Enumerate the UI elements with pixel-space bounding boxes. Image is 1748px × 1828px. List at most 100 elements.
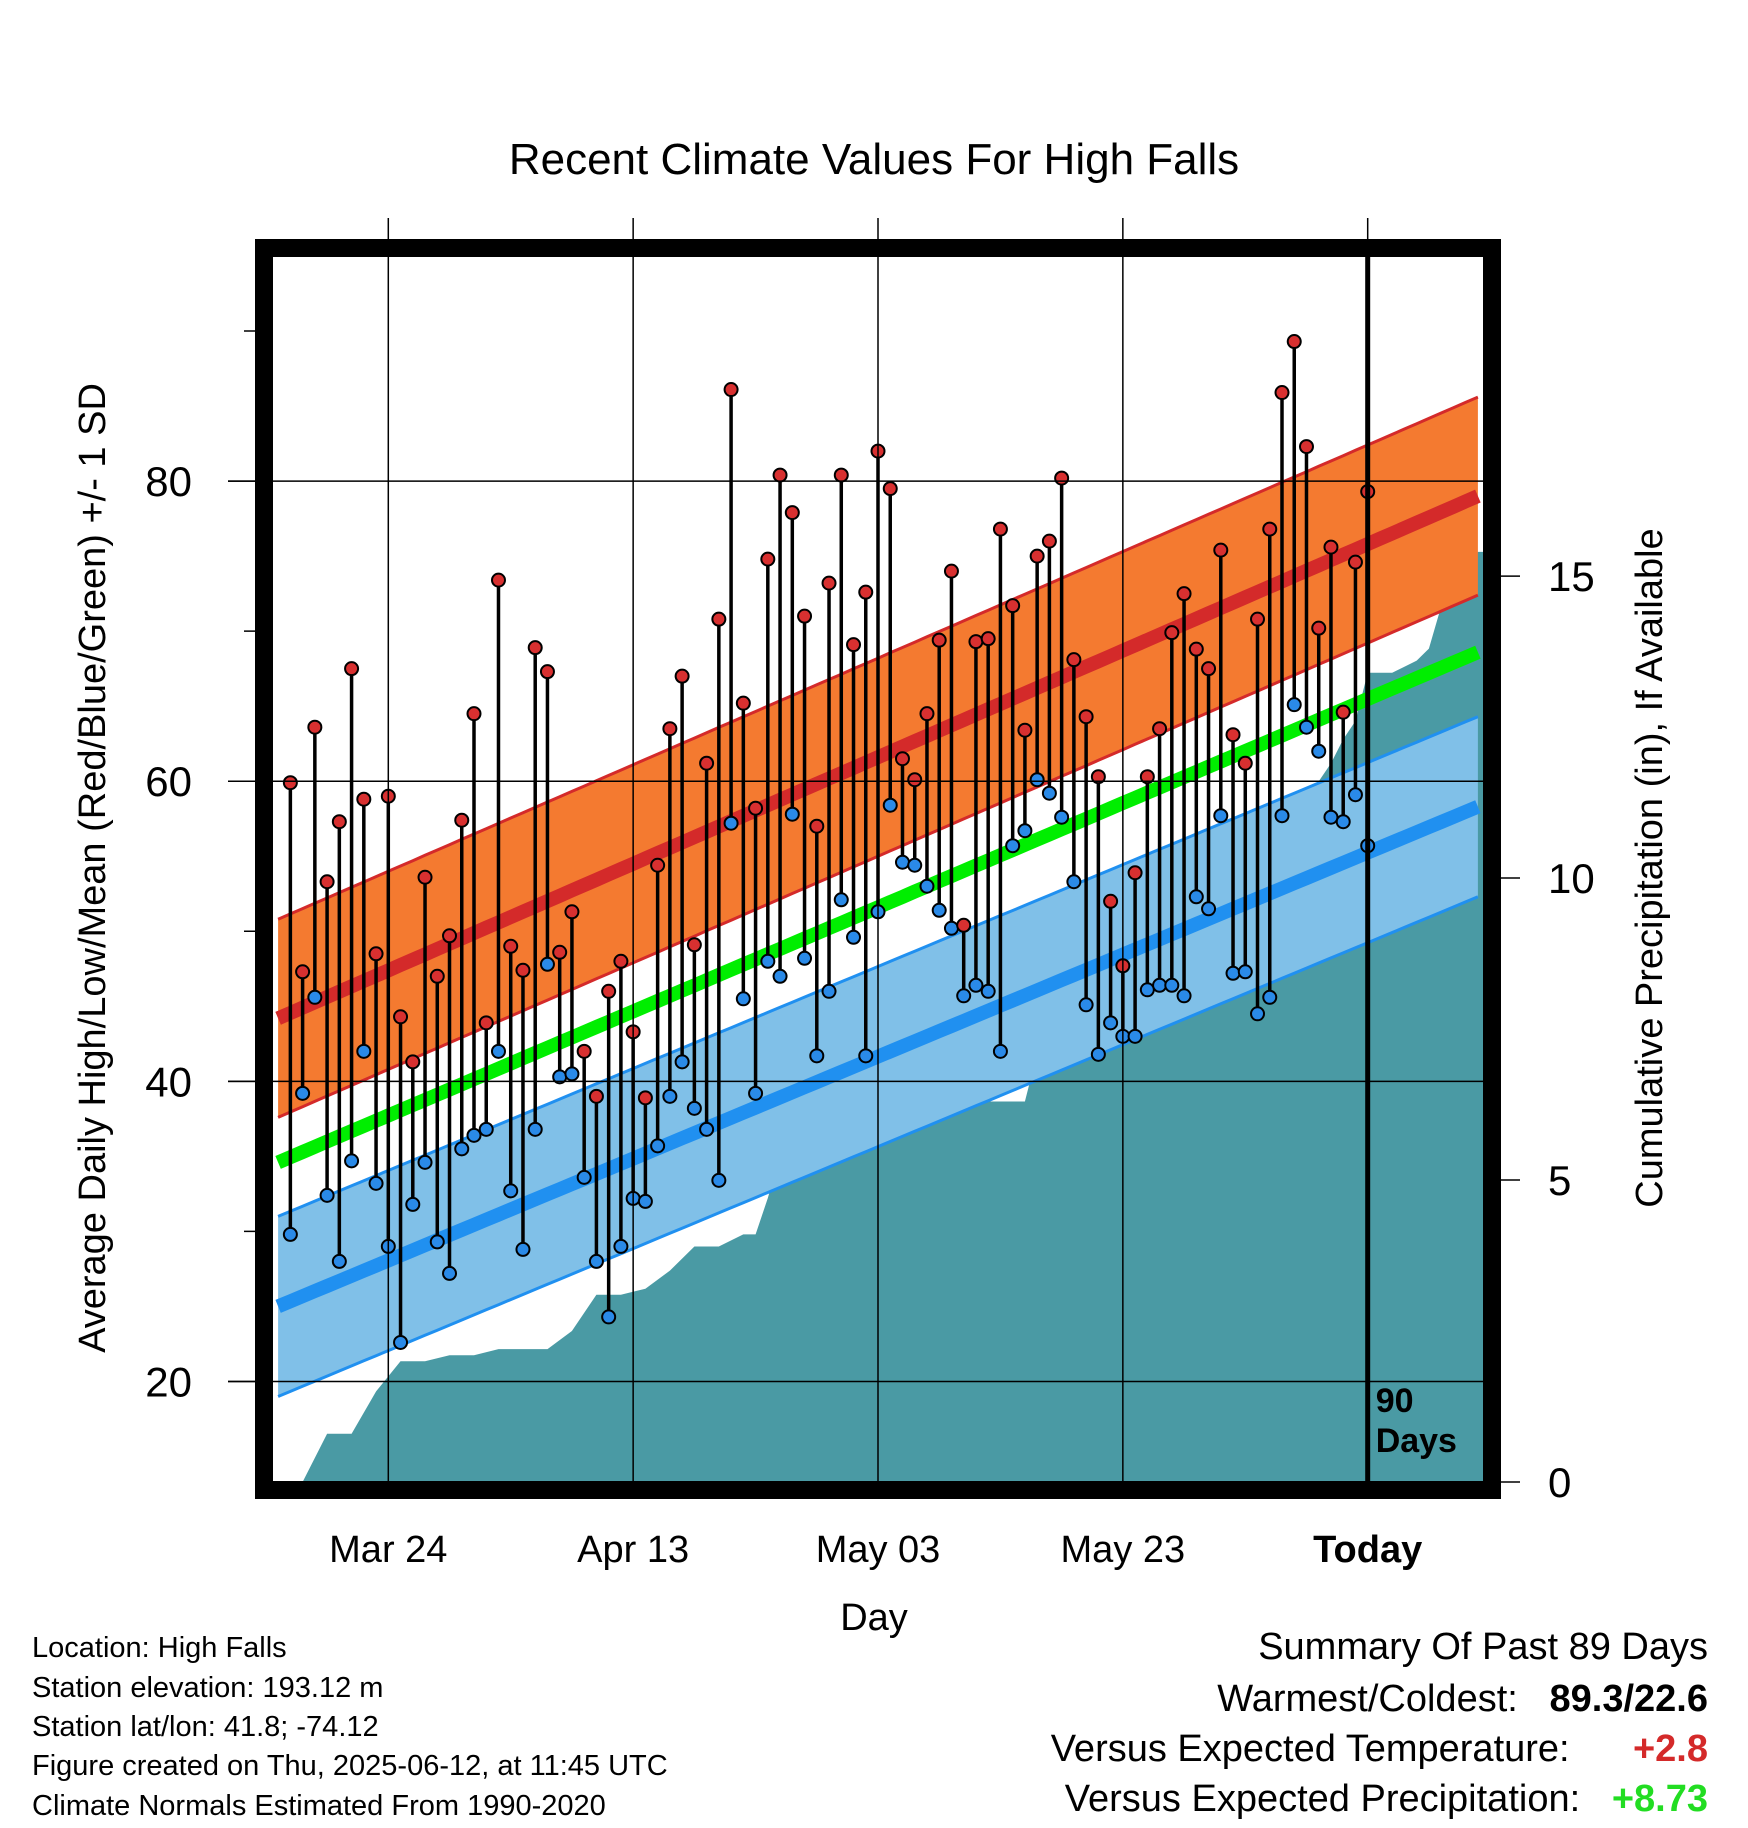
daily-low-point xyxy=(282,1226,298,1242)
precip-value: +8.73 xyxy=(1611,1778,1708,1820)
daily-high-point xyxy=(809,818,825,834)
daily-low-point xyxy=(809,1048,825,1064)
daily-low-point xyxy=(466,1127,482,1143)
daily-high-point xyxy=(1347,554,1363,570)
daily-high-point xyxy=(956,917,972,933)
precip-area xyxy=(278,551,1484,1482)
daily-low-point xyxy=(613,1238,629,1254)
daily-low-point xyxy=(319,1187,335,1203)
daily-low-point xyxy=(992,1043,1008,1059)
daily-high-point xyxy=(821,575,837,591)
x-tick-label: Mar 24 xyxy=(329,1529,447,1571)
daily-low-point xyxy=(1201,901,1217,917)
daily-high-point xyxy=(1201,661,1217,677)
daily-low-point xyxy=(576,1169,592,1185)
daily-high-point xyxy=(564,904,580,920)
daily-high-point xyxy=(931,632,947,648)
daily-low-point xyxy=(919,878,935,894)
daily-high-point xyxy=(637,1090,653,1106)
daily-high-point xyxy=(784,505,800,521)
daily-high-point xyxy=(552,944,568,960)
daily-low-point xyxy=(490,1043,506,1059)
today-days-word: Days xyxy=(1376,1422,1457,1460)
daily-high-point xyxy=(1054,470,1070,486)
daily-low-point xyxy=(980,983,996,999)
y2-tick-label: 0 xyxy=(1548,1459,1571,1506)
daily-high-point xyxy=(478,1015,494,1031)
daily-high-point xyxy=(1225,727,1241,743)
daily-low-point xyxy=(846,929,862,945)
daily-low-point xyxy=(393,1334,409,1350)
daily-low-point xyxy=(943,920,959,936)
daily-high-point xyxy=(882,481,898,497)
daily-high-point xyxy=(1311,620,1327,636)
daily-low-point xyxy=(503,1183,519,1199)
temp-value: +2.8 xyxy=(1632,1728,1708,1770)
daily-high-point xyxy=(1323,539,1339,555)
daily-low-point xyxy=(601,1309,617,1325)
daily-low-point xyxy=(956,988,972,1004)
daily-high-point xyxy=(344,661,360,677)
daily-high-point xyxy=(662,721,678,737)
y-tick-label: 80 xyxy=(145,458,192,505)
x-axis-label: Day xyxy=(840,1597,908,1639)
daily-high-point xyxy=(331,814,347,830)
daily-low-point xyxy=(784,806,800,822)
info-elevation: Station elevation: 193.12 m xyxy=(32,1672,384,1704)
y2-tick-label: 15 xyxy=(1548,553,1595,600)
daily-high-point xyxy=(1250,611,1266,627)
y2-tick-label: 10 xyxy=(1548,855,1595,902)
daily-low-point xyxy=(1017,823,1033,839)
daily-high-point xyxy=(919,706,935,722)
daily-high-point xyxy=(1103,893,1119,909)
daily-high-point xyxy=(588,1088,604,1104)
daily-low-point xyxy=(356,1043,372,1059)
daily-low-point xyxy=(539,956,555,972)
daily-high-point xyxy=(601,983,617,999)
daily-high-point xyxy=(393,1009,409,1025)
summary-precip-row: Versus Expected Precipitation: +8.73 xyxy=(1065,1780,1708,1818)
daily-low-point xyxy=(1335,814,1351,830)
daily-high-point xyxy=(282,775,298,791)
daily-low-point xyxy=(405,1196,421,1212)
daily-high-point xyxy=(1139,769,1155,785)
daily-high-point xyxy=(368,946,384,962)
daily-low-point xyxy=(307,989,323,1005)
daily-low-point xyxy=(588,1253,604,1269)
daily-high-point xyxy=(515,962,531,978)
x-tick-label: May 03 xyxy=(816,1529,941,1571)
daily-low-point xyxy=(478,1121,494,1137)
daily-low-point xyxy=(662,1088,678,1104)
daily-low-point xyxy=(1103,1015,1119,1031)
y2-tick-label: 5 xyxy=(1548,1157,1571,1204)
info-created: Figure created on Thu, 2025-06-12, at 11… xyxy=(32,1750,668,1782)
daily-low-point xyxy=(1041,785,1057,801)
daily-high-point xyxy=(466,706,482,722)
daily-low-point xyxy=(295,1085,311,1101)
daily-low-point xyxy=(417,1154,433,1170)
daily-high-point xyxy=(797,608,813,624)
today-days-number: 90 xyxy=(1376,1382,1414,1420)
daily-high-point xyxy=(527,640,543,656)
daily-low-point xyxy=(1298,719,1314,735)
warmest-label: Warmest/Coldest: xyxy=(1217,1678,1518,1720)
daily-high-point xyxy=(699,755,715,771)
info-normals: Climate Normals Estimated From 1990-2020 xyxy=(32,1790,606,1822)
daily-low-point xyxy=(858,1048,874,1064)
daily-low-point xyxy=(515,1241,531,1257)
daily-low-point xyxy=(1005,838,1021,854)
daily-high-point xyxy=(1017,722,1033,738)
daily-high-point xyxy=(1262,521,1278,537)
daily-low-point xyxy=(454,1141,470,1157)
y-axis-label: Average Daily High/Low/Mean (Red/Blue/Gr… xyxy=(72,383,114,1353)
daily-low-point xyxy=(1213,808,1229,824)
daily-low-point xyxy=(797,950,813,966)
y-tick-label: 20 xyxy=(145,1358,192,1405)
daily-low-point xyxy=(442,1265,458,1281)
daily-high-point xyxy=(295,964,311,980)
daily-high-point xyxy=(943,563,959,579)
daily-low-point xyxy=(686,1100,702,1116)
info-location: Location: High Falls xyxy=(32,1632,287,1664)
daily-high-point xyxy=(772,467,788,483)
